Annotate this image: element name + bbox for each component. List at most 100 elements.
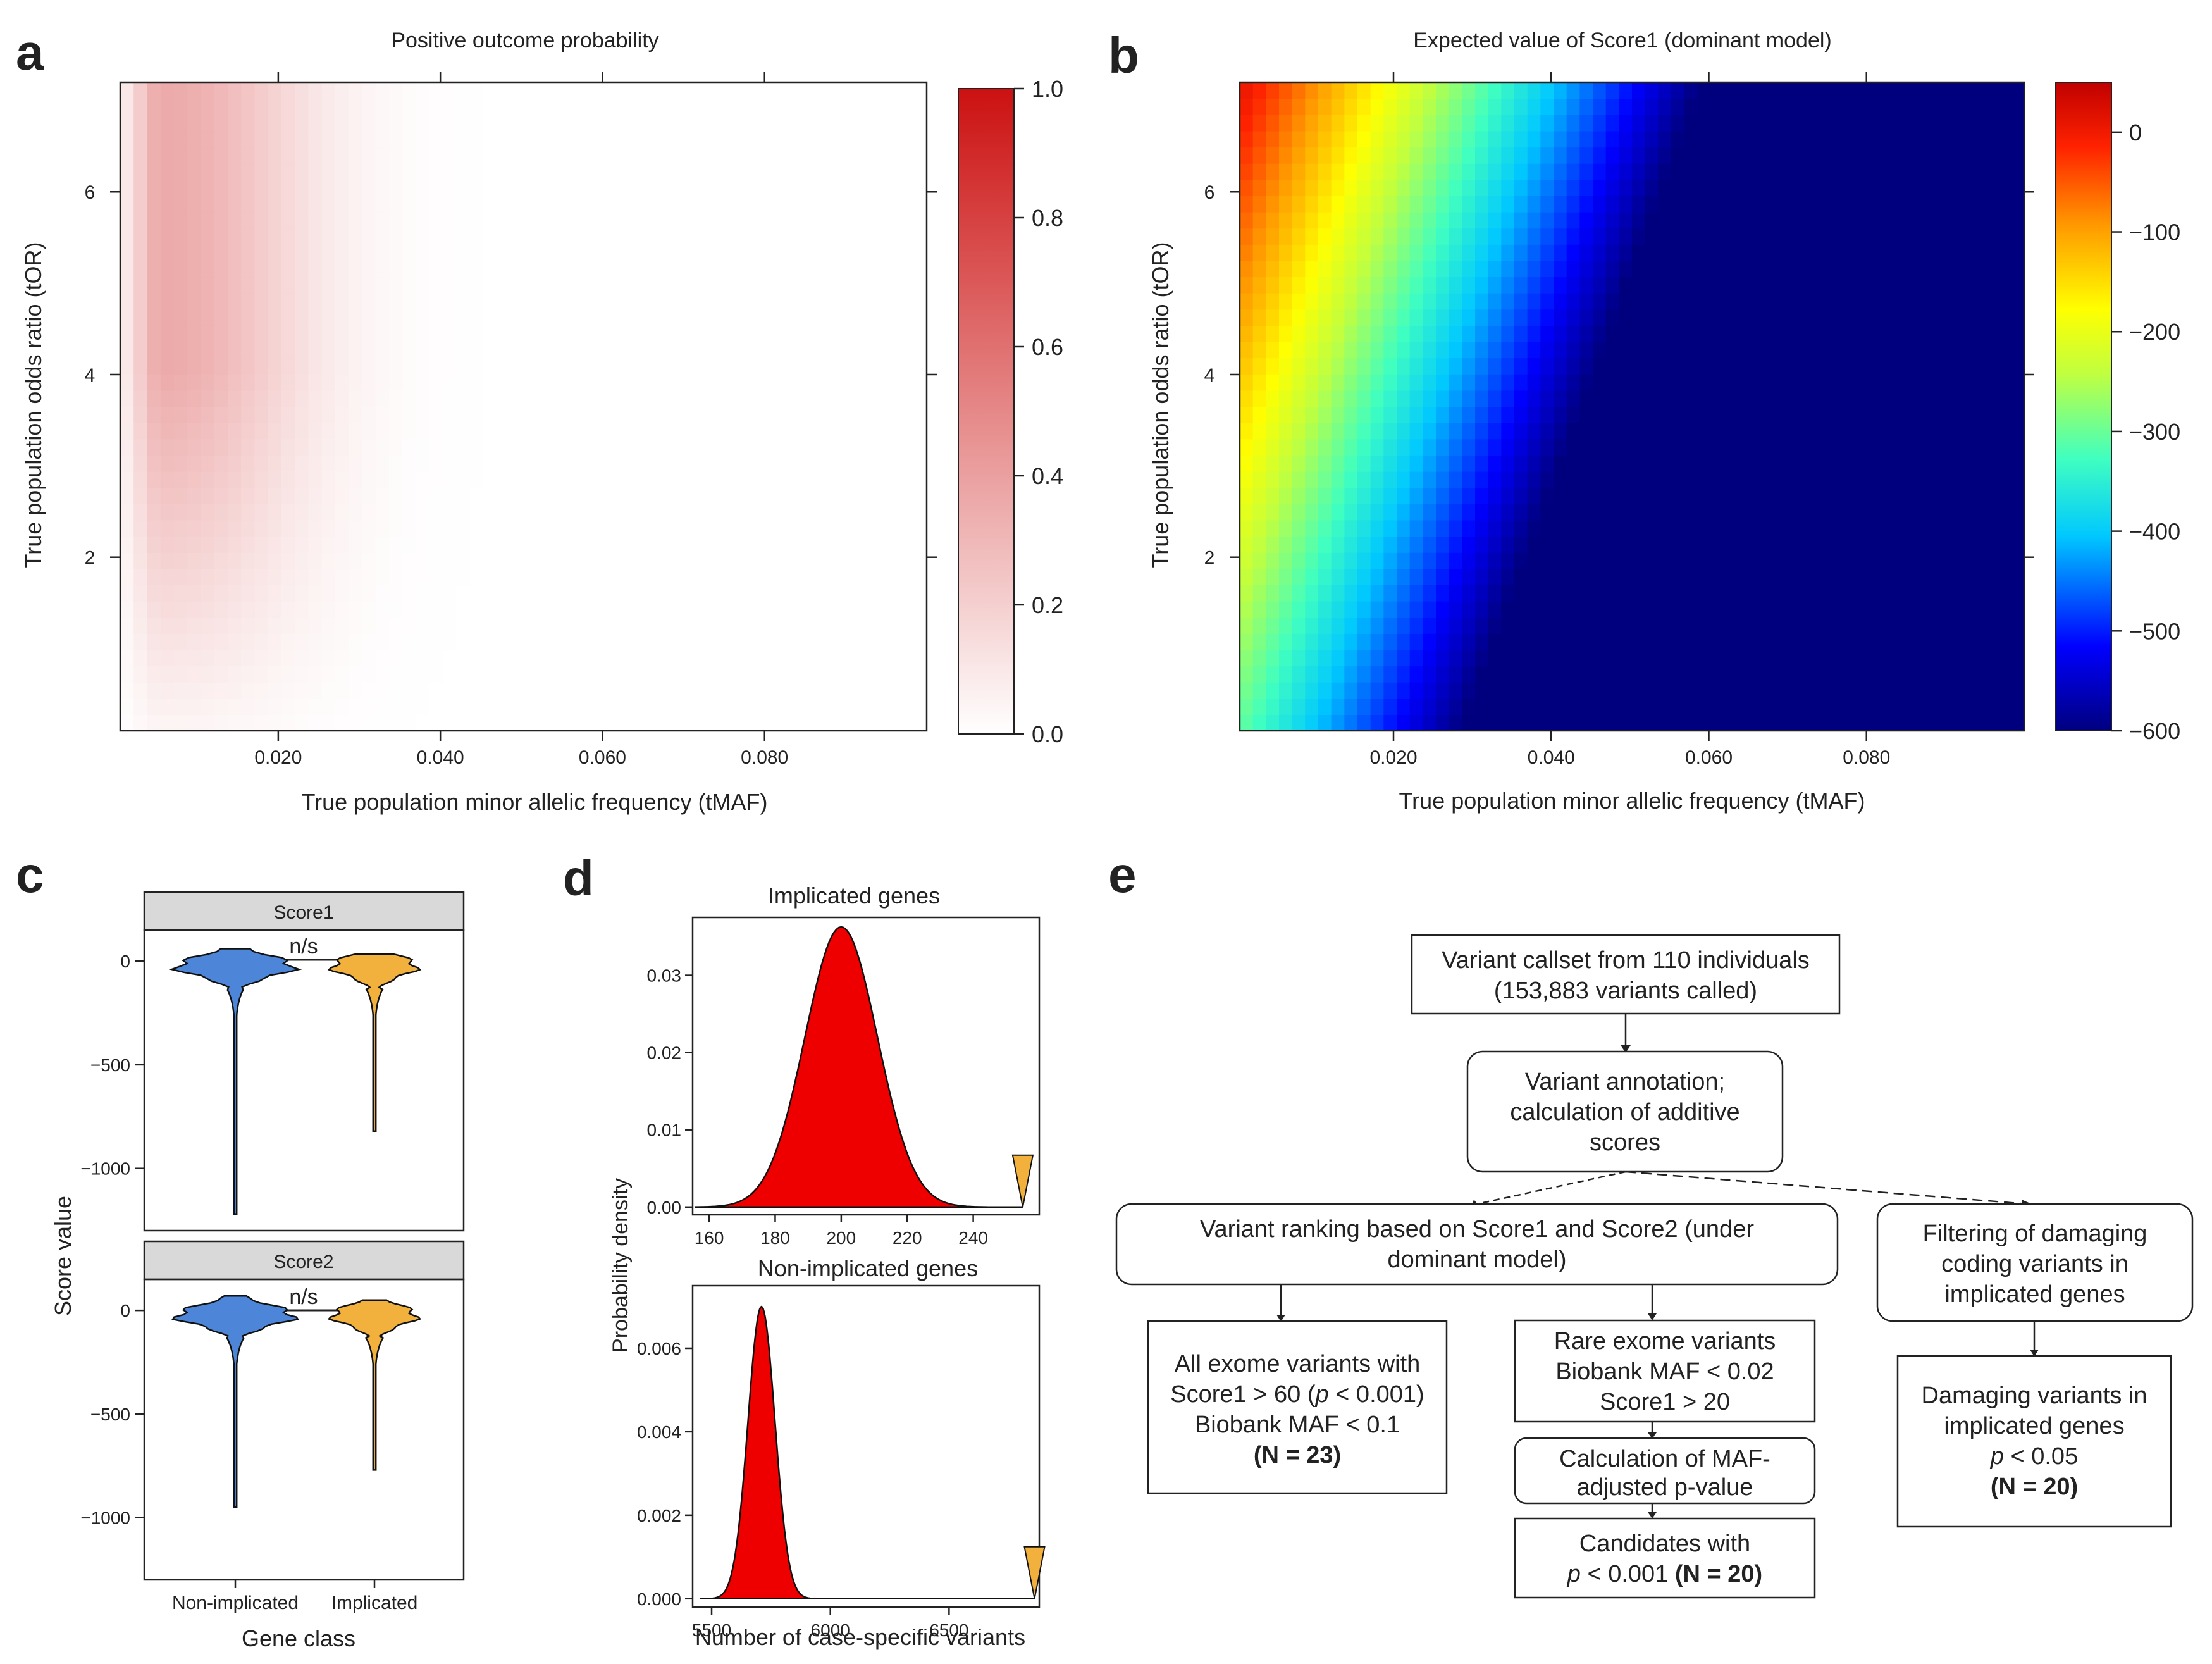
heatmap-cell [1488, 357, 1502, 375]
heatmap-cell [402, 82, 417, 99]
heatmap-cell [1841, 568, 1855, 585]
heatmap-cell [1252, 633, 1266, 650]
heatmap-cell [1318, 471, 1332, 488]
heatmap-cell [1370, 633, 1384, 650]
heatmap-cell [1462, 714, 1476, 731]
heatmap-cell [295, 212, 309, 229]
heatmap-cell [335, 357, 349, 375]
heatmap-cell [899, 568, 914, 585]
heatmap-cell [1985, 519, 1999, 537]
heatmap-cell [859, 552, 874, 569]
heatmap-cell [214, 293, 228, 310]
heatmap-cell [1501, 406, 1515, 423]
heatmap-cell [1527, 342, 1541, 359]
heatmap-cell [147, 357, 161, 375]
heatmap-cell [1632, 682, 1646, 699]
heatmap-cell [886, 342, 901, 359]
heatmap-cell [2011, 357, 2025, 375]
heatmap-cell [133, 374, 148, 391]
heatmap-cell [1409, 82, 1423, 99]
heatmap-cell [1292, 471, 1306, 488]
heatmap-cell [1946, 617, 1960, 634]
heatmap-cell [1658, 438, 1672, 456]
heatmap-cell [1776, 390, 1789, 407]
heatmap-cell [1436, 82, 1450, 99]
heatmap-cell [201, 212, 215, 229]
heatmap-cell [1305, 309, 1319, 326]
heatmap-cell [738, 325, 753, 342]
heatmap-cell [590, 163, 605, 180]
heatmap-cell [644, 519, 658, 537]
heatmap-cell [1932, 438, 1946, 456]
heatmap-cell [1383, 471, 1397, 488]
heatmap-cell [1762, 147, 1776, 164]
heatmap-cell [1554, 423, 1567, 440]
heatmap-cell [349, 666, 363, 683]
heatmap-cell [1946, 698, 1960, 715]
heatmap-cell [510, 455, 524, 472]
heatmap-cell [160, 406, 175, 423]
heatmap-cell [1801, 115, 1815, 132]
heatmap-cell [805, 147, 820, 164]
heatmap-cell [1397, 244, 1411, 261]
heatmap-cell [564, 617, 578, 634]
heatmap-cell [1540, 163, 1554, 180]
heatmap-cell [698, 244, 712, 261]
heatmap-cell [1789, 552, 1803, 569]
heatmap-cell [1305, 406, 1319, 423]
heatmap-cell [536, 260, 551, 278]
heatmap-cell [1958, 98, 1972, 115]
heatmap-cell [1292, 423, 1306, 440]
heatmap-cell [1972, 617, 1986, 634]
heatmap-cell [1593, 374, 1607, 391]
heatmap-cell [1801, 423, 1815, 440]
heatmap-cell [254, 212, 269, 229]
heatmap-cell [1579, 82, 1593, 99]
heatmap-cell [443, 228, 457, 245]
heatmap-cell [1619, 309, 1633, 326]
heatmap-cell [1932, 179, 1946, 196]
heatmap-cell [1880, 98, 1894, 115]
heatmap-cell [321, 147, 336, 164]
heatmap-cell [1566, 649, 1580, 667]
heatmap-cell [214, 98, 228, 115]
heatmap-cell [416, 342, 430, 359]
heatmap-cell [1750, 633, 1764, 650]
heatmap-cell [456, 98, 471, 115]
heatmap-cell [120, 115, 134, 132]
heatmap-cell [1841, 585, 1855, 602]
heatmap-cell [416, 698, 430, 715]
heatmap-cell [792, 666, 806, 683]
heatmap-cell [429, 423, 443, 440]
heatmap-cell [1684, 179, 1698, 196]
heatmap-cell [1645, 601, 1659, 618]
heatmap-cell [1815, 666, 1829, 683]
facet-frame-score1 [143, 929, 465, 1232]
heatmap-cell [899, 293, 914, 310]
heatmap-cell [1880, 585, 1894, 602]
heatmap-cell [617, 568, 632, 585]
heatmap-cell [899, 406, 914, 423]
heatmap-cell [416, 115, 430, 132]
heatmap-cell [1579, 293, 1593, 310]
heatmap-cell [913, 130, 927, 148]
heatmap-cell [1579, 374, 1593, 391]
heatmap-cell [497, 666, 510, 683]
heatmap-cell [1266, 666, 1280, 683]
heatmap-cell [1762, 504, 1776, 521]
heatmap-cell [1292, 714, 1306, 731]
heatmap-cell [443, 115, 457, 132]
heatmap-cell [1645, 406, 1659, 423]
heatmap-cell [1985, 504, 1999, 521]
heatmap-cell [564, 682, 578, 699]
heatmap-cell [550, 82, 564, 99]
heatmap-cell [281, 714, 295, 731]
heatmap-cell [873, 714, 887, 731]
heatmap-cell [1292, 649, 1306, 667]
heatmap-cell [349, 228, 363, 245]
heatmap-cell [1632, 82, 1646, 99]
violins-score1 [168, 948, 422, 1215]
heatmap-cell [389, 649, 403, 667]
heatmap-cell [1488, 585, 1502, 602]
heatmap-cell [160, 504, 175, 521]
